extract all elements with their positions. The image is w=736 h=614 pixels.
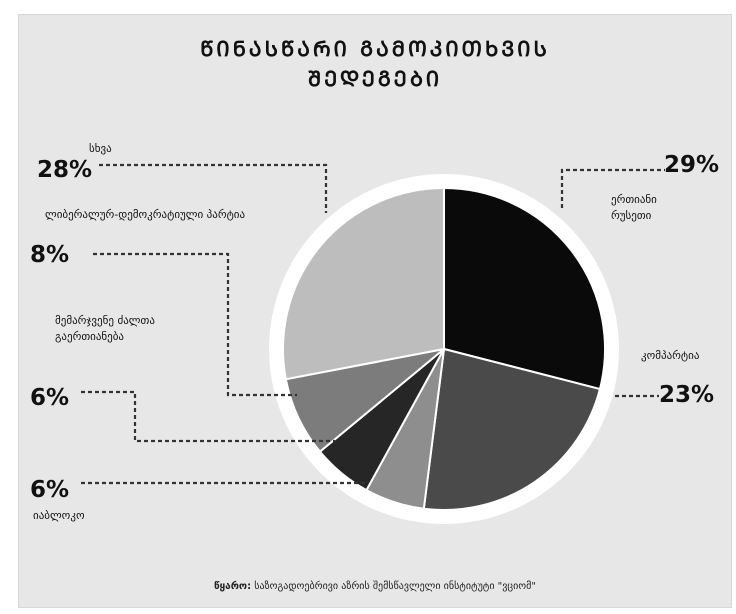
source-note: წყარო: საზოგადოებრივი აზრის შემსწავლელი … [19,581,731,592]
category-label-sps: მემარჯვენე ძალთა გაერთიანება [55,314,155,343]
leader-line-8 [93,252,297,397]
pie-slice-1 [422,347,602,511]
value-label-28: 28% [37,157,93,183]
category-label-edinaya-rossiya: ერთიანი რუსეთი [611,193,657,222]
pie-slice-5 [282,186,445,381]
category-label-kompartia: კომპარტია [641,349,700,362]
leader-line-28 [99,163,328,213]
pie-slice-0 [443,186,606,391]
leader-line-6-right [81,390,335,443]
infographic-card: ᲬᲘᲜᲐᲡᲬᲐᲠᲘ ᲒᲐᲛᲝᲙᲘᲗᲮᲕᲘᲡ ᲨᲔᲓᲔᲒᲔᲑᲘ 29% 23% 6… [18,14,732,608]
value-label-6-right: 6% [30,385,70,411]
category-label-yabloko: იაბლოკო [33,509,85,522]
category-label-other: სხვა [89,142,112,155]
value-label-29: 29% [664,152,720,178]
chart-title-line-2: ᲨᲔᲓᲔᲒᲔᲑᲘ [307,67,443,91]
leader-line-29 [560,168,665,208]
value-label-6-left: 6% [30,477,70,503]
category-label-ldpr: ლიბერალურ-დემოკრატიული პარტია [45,208,246,221]
pie-chart [81,163,665,524]
value-label-23: 23% [659,382,715,408]
source-text: საზოგადოებრივი აზრის შემსწავლელი ინსტიტუ… [254,581,536,592]
chart-title-line-1: ᲬᲘᲜᲐᲡᲬᲐᲠᲘ ᲒᲐᲛᲝᲙᲘᲗᲮᲕᲘᲡ [200,37,550,61]
pie-slices [282,186,606,511]
value-label-8: 8% [30,242,70,268]
source-label: წყარო: [214,581,252,592]
